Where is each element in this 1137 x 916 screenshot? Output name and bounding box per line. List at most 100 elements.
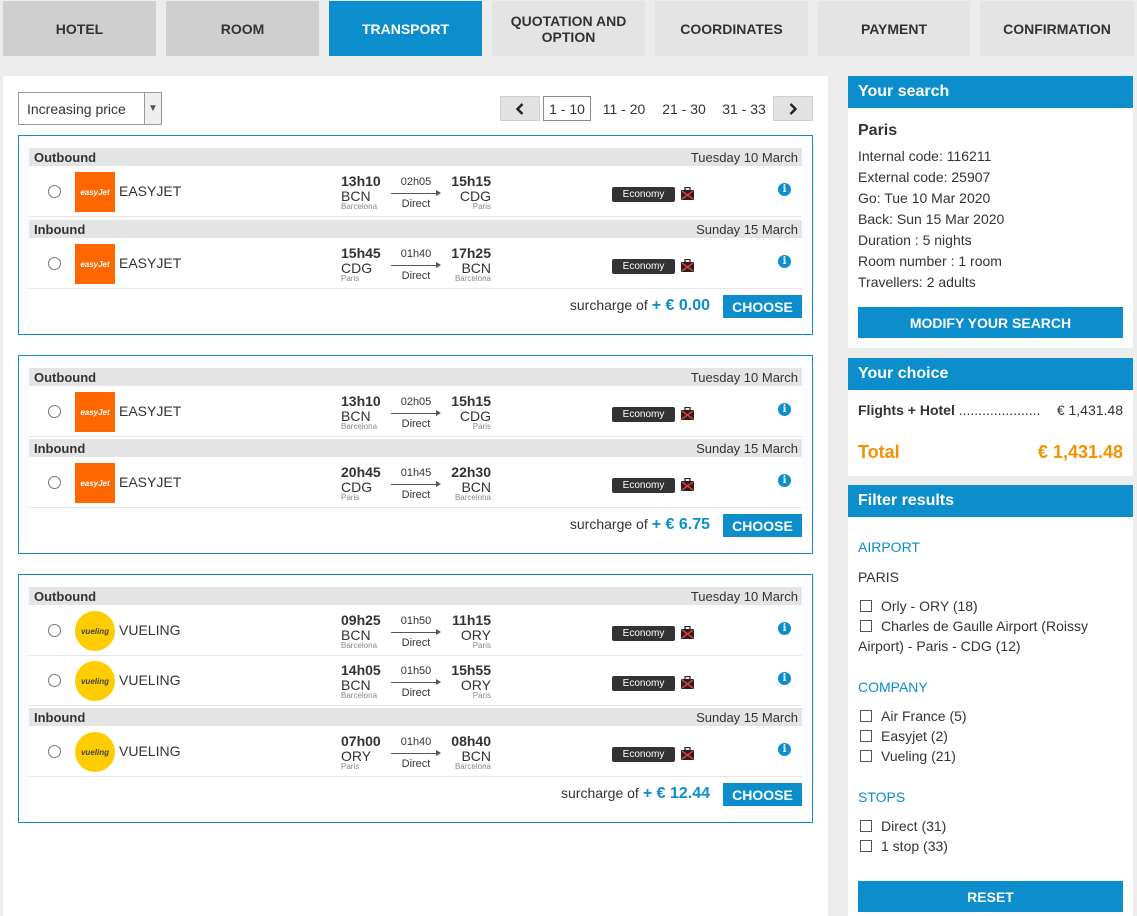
- arrival-time: 08h40: [451, 733, 491, 749]
- filter-company-air-france[interactable]: Air France (5): [858, 706, 1120, 726]
- tab-hotel[interactable]: HOTEL: [3, 1, 156, 56]
- flight-radio[interactable]: [48, 405, 61, 418]
- arrival-code: CDG: [459, 188, 491, 204]
- arrival-code: ORY: [460, 677, 491, 693]
- sort-select[interactable]: Increasing price ▼: [18, 92, 162, 125]
- pager-next-button[interactable]: [773, 96, 813, 121]
- flight-stops: Direct: [401, 637, 431, 649]
- departure-time: 09h25: [341, 612, 381, 628]
- flight-row[interactable]: easyJet EASYJET 13h10 BCN Barcelona 02h05 …: [29, 387, 802, 437]
- offer-card: Outbound Tuesday 10 March easyJet EASYJE…: [18, 135, 813, 335]
- pager-page-1[interactable]: 1 - 10: [543, 96, 591, 121]
- checkbox[interactable]: [860, 750, 872, 762]
- arrival-city: Paris: [472, 202, 491, 211]
- filter-airport-ory[interactable]: Orly - ORY (18): [858, 596, 1120, 616]
- tab-confirmation[interactable]: CONFIRMATION: [980, 1, 1134, 56]
- arrival-time: 15h15: [451, 173, 491, 189]
- info-icon[interactable]: i: [778, 743, 791, 756]
- cabin-badge: Economy: [612, 626, 675, 641]
- flight-stops: Direct: [401, 418, 431, 430]
- inbound-date: Sunday 15 March: [696, 221, 798, 237]
- inbound-bar: Inbound Sunday 15 March: [29, 439, 802, 457]
- cabin-badge: Economy: [612, 747, 675, 762]
- vueling-logo: vueling: [75, 611, 115, 651]
- departure-time: 13h10: [341, 173, 381, 189]
- flight-row[interactable]: vueling VUELING 14h05 BCN Barcelona 01h50 …: [29, 656, 802, 706]
- info-icon[interactable]: i: [778, 474, 791, 487]
- surcharge: surcharge of + € 0.00: [570, 297, 710, 315]
- offer-card: Outbound Tuesday 10 March easyJet EASYJE…: [18, 355, 813, 554]
- total-value: € 1,431.48: [1037, 442, 1123, 462]
- inbound-label: Inbound: [34, 440, 86, 456]
- total-label: Total: [858, 442, 900, 462]
- inbound-bar: Inbound Sunday 15 March: [29, 708, 802, 726]
- flight-stops: Direct: [401, 489, 431, 501]
- flight-duration: 01h40: [400, 248, 432, 260]
- pager-page-4[interactable]: 31 - 33: [722, 100, 766, 117]
- pager-page-2[interactable]: 11 - 20: [602, 100, 646, 117]
- outbound-label: Outbound: [34, 369, 97, 385]
- filter-label: Air France (5): [881, 708, 967, 724]
- reset-button[interactable]: RESET: [858, 881, 1123, 912]
- pager-page-3[interactable]: 21 - 30: [662, 100, 706, 117]
- checkbox[interactable]: [860, 840, 872, 852]
- filter-stops-one[interactable]: 1 stop (33): [858, 836, 1120, 856]
- surcharge-amount: + € 12.44: [642, 785, 710, 802]
- flight-row[interactable]: easyJet EASYJET 13h10 BCN Barcelona 02h05 …: [29, 167, 802, 217]
- flight-radio[interactable]: [48, 745, 61, 758]
- checkbox[interactable]: [860, 600, 872, 612]
- cabin-badge: Economy: [612, 259, 675, 274]
- airline-name: EASYJET: [119, 403, 182, 419]
- checkbox[interactable]: [860, 620, 872, 632]
- flight-radio[interactable]: [48, 624, 61, 637]
- cabin-badge: Economy: [612, 187, 675, 202]
- flight-row[interactable]: vueling VUELING 09h25 BCN Barcelona 01h50 …: [29, 606, 802, 656]
- flight-row[interactable]: vueling VUELING 07h00 ORY Paris 01h40 Dire…: [29, 727, 802, 777]
- flight-row[interactable]: easyJet EASYJET 20h45 CDG Paris 01h45 Dire…: [29, 458, 802, 508]
- flight-radio[interactable]: [48, 257, 61, 270]
- tab-transport[interactable]: TRANSPORT: [329, 1, 482, 56]
- choose-button[interactable]: CHOOSE: [723, 514, 802, 537]
- checkbox[interactable]: [860, 730, 872, 742]
- flight-stops: Direct: [401, 198, 431, 210]
- departure-code: CDG: [341, 479, 373, 495]
- choose-button[interactable]: CHOOSE: [723, 783, 802, 806]
- choose-button[interactable]: CHOOSE: [723, 295, 802, 318]
- flight-row[interactable]: easyJet EASYJET 15h45 CDG Paris 01h40 Dire…: [29, 239, 802, 289]
- info-icon[interactable]: i: [778, 672, 791, 685]
- flight-radio[interactable]: [48, 674, 61, 687]
- outbound-date: Tuesday 10 March: [690, 369, 798, 385]
- filter-label: 1 stop (33): [881, 838, 948, 854]
- search-internal-code: Internal code: 116211: [858, 148, 992, 164]
- tab-quotation-and-option[interactable]: QUOTATION AND OPTION: [492, 1, 645, 56]
- arrow-right-icon: [391, 410, 441, 416]
- flight-duration: 02h05: [400, 396, 432, 408]
- flight-duration: 01h50: [400, 665, 432, 677]
- info-icon[interactable]: i: [778, 403, 791, 416]
- pager-prev-button[interactable]: [500, 96, 540, 121]
- filter-stops-direct[interactable]: Direct (31): [858, 816, 1120, 836]
- arrival-city: Paris: [472, 422, 491, 431]
- info-icon[interactable]: i: [778, 255, 791, 268]
- departure-city: Barcelona: [341, 691, 378, 700]
- info-icon[interactable]: i: [778, 622, 791, 635]
- tab-coordinates[interactable]: COORDINATES: [655, 1, 808, 56]
- checkbox[interactable]: [860, 820, 872, 832]
- chevron-down-icon: ▼: [144, 93, 161, 124]
- filter-company-vueling[interactable]: Vueling (21): [858, 746, 1120, 766]
- search-duration: Duration : 5 nights: [858, 232, 972, 248]
- choice-dots: .....................: [958, 402, 1041, 418]
- tab-payment[interactable]: PAYMENT: [818, 1, 970, 56]
- flight-radio[interactable]: [48, 476, 61, 489]
- airline-name: VUELING: [119, 672, 181, 688]
- info-icon[interactable]: i: [778, 183, 791, 196]
- tab-room[interactable]: ROOM: [166, 1, 319, 56]
- outbound-bar: Outbound Tuesday 10 March: [29, 148, 802, 166]
- filter-company-easyjet[interactable]: Easyjet (2): [858, 726, 1120, 746]
- modify-search-button[interactable]: MODIFY YOUR SEARCH: [858, 307, 1123, 338]
- filter-label: Orly - ORY (18): [881, 598, 978, 614]
- filter-label: Direct (31): [881, 818, 947, 834]
- flight-radio[interactable]: [48, 185, 61, 198]
- checkbox[interactable]: [860, 710, 872, 722]
- filter-airport-cdg[interactable]: Charles de Gaulle Airport (Roissy Airpor…: [858, 616, 1120, 656]
